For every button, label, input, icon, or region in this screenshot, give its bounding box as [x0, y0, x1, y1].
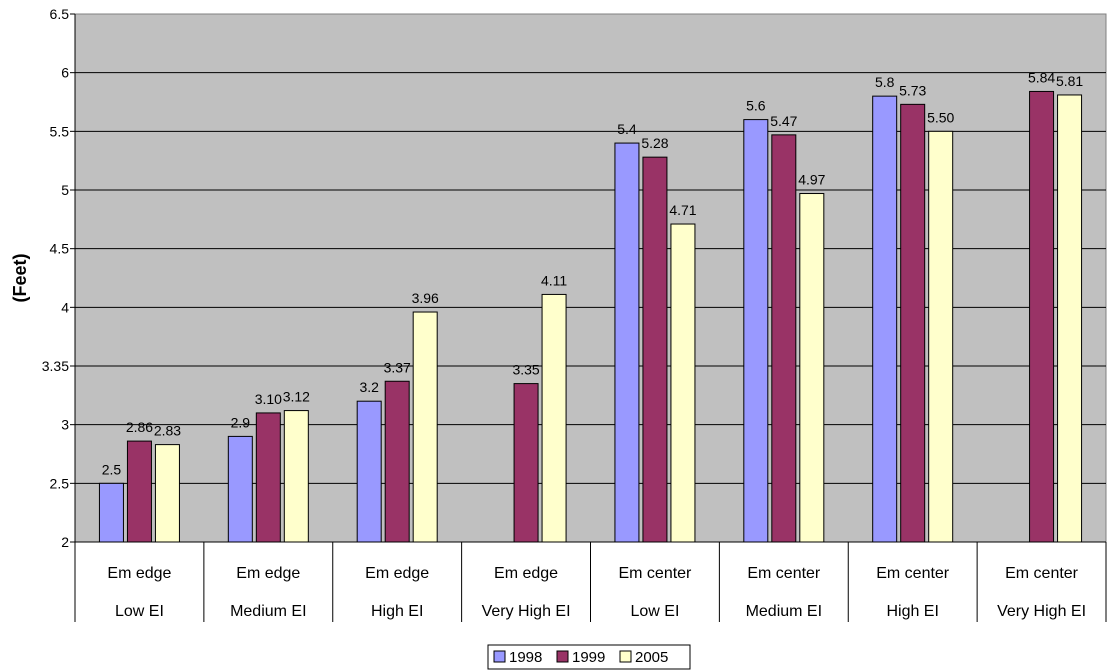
bar — [227, 435, 253, 543]
legend: 1998 1999 2005 — [487, 644, 691, 670]
x-axis: Em edge Low EI Em edge Medium EI Em edge High… — [74, 541, 1107, 622]
data-label: 5.81 — [1056, 73, 1083, 89]
bar — [614, 142, 640, 543]
data-label: 4.97 — [798, 172, 825, 188]
data-label: 5.47 — [770, 113, 797, 129]
y-tick-label: 5 — [61, 182, 69, 198]
x-category-label: Em center — [618, 565, 692, 582]
bar — [255, 412, 281, 543]
bar — [513, 383, 539, 543]
legend-box — [487, 644, 691, 670]
y-tick-label: 4 — [61, 299, 69, 315]
data-label: 2.86 — [126, 419, 153, 435]
bar — [900, 103, 926, 543]
legend-swatch — [619, 650, 632, 663]
data-label: 3.12 — [283, 389, 310, 405]
x-category-label: Em edge — [236, 565, 300, 582]
bar — [642, 156, 668, 543]
data-label: 3.10 — [255, 391, 282, 407]
data-label: 3.2 — [359, 379, 379, 395]
x-subcategory-label: Very High EI — [482, 603, 571, 620]
bar — [799, 193, 825, 543]
y-axis: 2 2.5 3 3.35 4 4.5 5 5.5 6 6.5 — [42, 6, 76, 550]
x-subcategory-label: Medium EI — [230, 603, 306, 620]
x-category-label: Em edge — [107, 565, 171, 582]
data-label: 3.96 — [412, 290, 439, 306]
data-label: 5.4 — [617, 121, 637, 137]
y-tick-label: 3 — [61, 417, 69, 433]
y-tick-label: 6.5 — [50, 6, 70, 22]
data-label: 3.35 — [512, 362, 539, 378]
x-subcategory-label: Very High EI — [997, 603, 1086, 620]
y-tick-label: 6 — [61, 65, 69, 81]
bar — [283, 410, 309, 543]
data-label: 2.83 — [154, 423, 181, 439]
y-tick-label: 4.5 — [50, 241, 70, 257]
data-label: 2.9 — [231, 414, 251, 430]
legend-swatch — [493, 650, 506, 663]
bar — [154, 444, 180, 543]
data-label: 3.37 — [384, 359, 411, 375]
x-category-label: Em center — [747, 565, 821, 582]
x-category-label: Em edge — [365, 565, 429, 582]
bar — [670, 223, 696, 543]
data-label: 4.11 — [541, 272, 567, 288]
y-tick-label: 3.35 — [42, 358, 69, 374]
bar — [872, 95, 898, 543]
bar — [743, 119, 769, 543]
data-label: 5.8 — [875, 74, 895, 90]
data-label: 5.84 — [1028, 69, 1055, 85]
legend-label: 1998 — [509, 649, 542, 666]
legend-label: 2005 — [635, 649, 668, 666]
bars — [98, 90, 1083, 543]
legend-label: 1999 — [572, 649, 605, 666]
bar — [1029, 90, 1055, 543]
bar — [412, 311, 438, 543]
bar — [541, 293, 567, 543]
x-subcategory-label: High EI — [371, 603, 423, 620]
data-label: 5.50 — [927, 109, 954, 125]
x-subcategory-label: High EI — [886, 603, 938, 620]
y-tick-label: 2 — [61, 534, 69, 550]
y-tick-label: 5.5 — [50, 123, 70, 139]
bar — [384, 380, 410, 543]
bar — [356, 400, 382, 543]
bar — [126, 440, 152, 543]
x-subcategory-label: Low EI — [630, 603, 679, 620]
data-label: 2.5 — [102, 461, 122, 477]
data-label: 4.71 — [669, 202, 696, 218]
bar — [771, 134, 797, 543]
y-axis-title: (Feet) — [10, 253, 30, 302]
x-category-label: Em center — [1005, 565, 1079, 582]
x-category-label: Em edge — [494, 565, 558, 582]
bar — [928, 130, 954, 543]
legend-swatch — [556, 650, 569, 663]
data-label: 5.6 — [746, 98, 766, 114]
x-subcategory-label: Medium EI — [746, 603, 822, 620]
data-label: 5.73 — [899, 82, 926, 98]
bar — [98, 482, 124, 543]
data-labels: 2.5 2.9 3.2 5.4 5.6 5.8 2.86 3.10 3.37 3.35 5.28 5.… — [102, 69, 1084, 477]
y-tick-label: 2.5 — [50, 475, 70, 491]
x-subcategory-label: Low EI — [115, 603, 164, 620]
bar — [1057, 94, 1083, 543]
x-category-label: Em center — [876, 565, 950, 582]
data-label: 5.28 — [641, 135, 668, 151]
